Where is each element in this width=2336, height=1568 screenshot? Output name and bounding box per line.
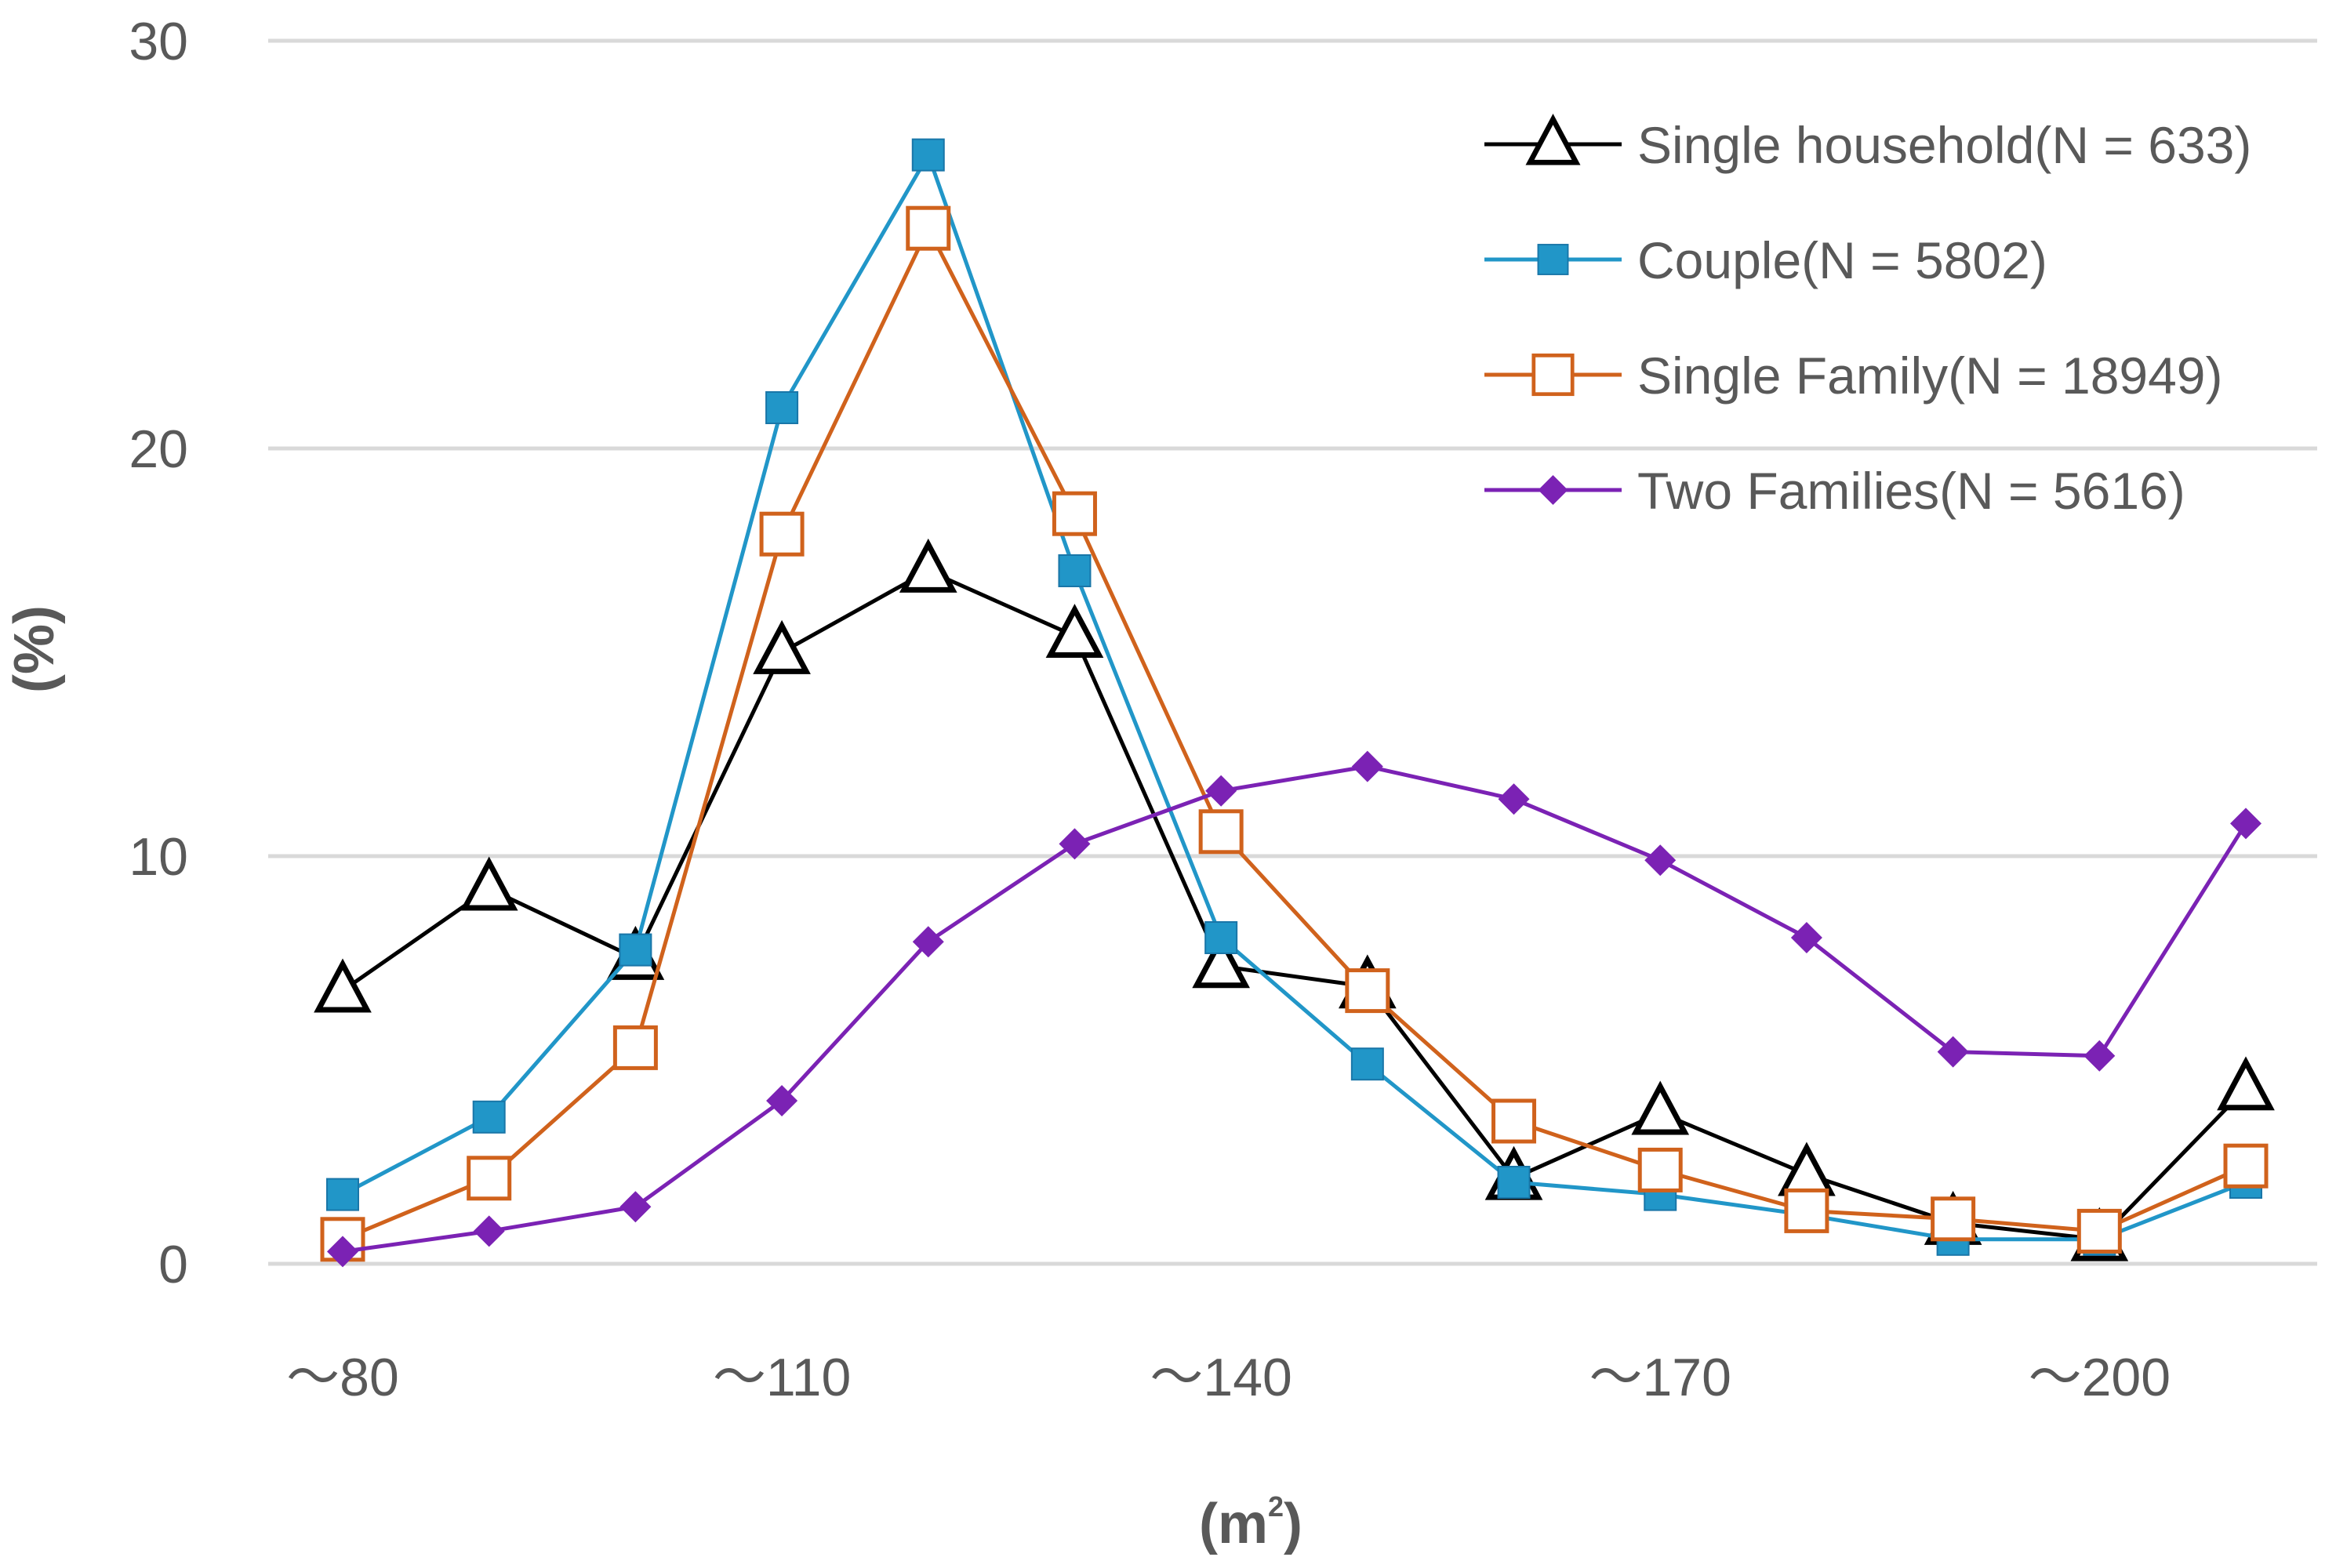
x-axis-title: (m2)	[1199, 1490, 1302, 1555]
data-point	[765, 391, 799, 424]
series-3	[320, 205, 2269, 1262]
y-tick-label: 10	[129, 827, 188, 887]
data-point	[1790, 922, 1822, 953]
data-point	[1058, 554, 1092, 587]
x-axis-title-superscript: 2	[1268, 1490, 1284, 1523]
data-point	[1498, 783, 1530, 815]
data-point	[1205, 775, 1237, 807]
legend-entry: Two Families(N = 5616)	[1484, 462, 2185, 520]
data-point	[1644, 844, 1677, 877]
y-tick-label: 20	[129, 419, 188, 479]
x-tick-label: ～80	[286, 1348, 399, 1407]
data-point	[2230, 808, 2262, 840]
x-tick-label: ～200	[2029, 1348, 2171, 1407]
data-point	[2076, 1208, 2122, 1254]
data-point	[619, 933, 652, 967]
data-point	[899, 538, 957, 593]
series-line	[341, 153, 2247, 1242]
legend-label: Single household(N = 633)	[1637, 116, 2251, 174]
data-point	[1784, 1188, 1829, 1233]
legend-entry: Single Family(N = 18949)	[1484, 347, 2223, 405]
data-point	[460, 856, 518, 911]
x-axis-title-close: )	[1284, 1493, 1302, 1555]
data-point	[1198, 809, 1244, 855]
x-tick-label: ～170	[1589, 1348, 1731, 1407]
data-point	[911, 138, 945, 172]
legend-marker	[1537, 244, 1569, 275]
data-point	[467, 1156, 512, 1201]
data-point	[1637, 1147, 1683, 1192]
data-point	[1192, 934, 1250, 989]
data-point	[1937, 1036, 1969, 1068]
data-point	[1931, 1196, 1976, 1242]
legend-label: Single Family(N = 18949)	[1637, 347, 2223, 405]
data-point	[1052, 491, 1097, 536]
data-point	[2084, 1040, 2116, 1072]
x-axis-title-main: (m	[1199, 1493, 1268, 1555]
series-line	[341, 568, 2247, 1242]
data-point	[766, 1085, 798, 1116]
data-point	[1345, 968, 1390, 1014]
legend-entry: Couple(N = 5802)	[1484, 231, 2047, 289]
legend-marker	[1538, 475, 1568, 505]
data-point	[1631, 1080, 1690, 1135]
data-point	[2223, 1143, 2269, 1189]
legend-label: Two Families(N = 5616)	[1637, 462, 2185, 520]
x-axis-tick-labels: ～80 ～110 ～140 ～170 ～200	[286, 1348, 2171, 1407]
data-point	[1491, 1098, 1537, 1144]
series-line	[342, 226, 2247, 1242]
series-line	[342, 764, 2248, 1254]
y-axis-title: (%)	[3, 605, 66, 693]
legend-label: Couple(N = 5802)	[1637, 231, 2047, 289]
y-axis-tick-labels: 0 10 20 30	[129, 12, 188, 1294]
legend-entry: Single household(N = 633)	[1484, 113, 2251, 174]
data-point	[1059, 828, 1091, 860]
data-point	[472, 1100, 506, 1134]
data-point	[314, 958, 372, 1013]
x-tick-label: ～110	[713, 1348, 851, 1407]
data-point	[1045, 604, 1104, 659]
series-4	[327, 750, 2262, 1268]
data-point	[327, 1236, 358, 1268]
y-tick-label: 0	[158, 1235, 188, 1294]
data-point	[1351, 750, 1383, 782]
data-point	[473, 1215, 505, 1247]
legend: Single household(N = 633) Couple(N = 5802…	[1484, 113, 2251, 520]
x-tick-label: ～140	[1150, 1348, 1292, 1407]
data-point	[759, 511, 805, 557]
data-point	[753, 619, 811, 674]
data-point	[1204, 921, 1238, 954]
data-point	[2217, 1056, 2275, 1111]
data-point	[619, 1191, 652, 1223]
data-point	[1350, 1047, 1384, 1081]
data-point	[612, 1025, 658, 1070]
legend-marker	[1525, 113, 1581, 165]
y-tick-label: 30	[129, 12, 188, 71]
data-point	[912, 926, 944, 958]
gridlines	[268, 38, 2317, 1266]
legend-marker	[1531, 353, 1575, 397]
data-point	[326, 1178, 359, 1211]
data-point	[1497, 1166, 1531, 1199]
data-point	[906, 205, 951, 251]
series-lines	[314, 138, 2275, 1268]
